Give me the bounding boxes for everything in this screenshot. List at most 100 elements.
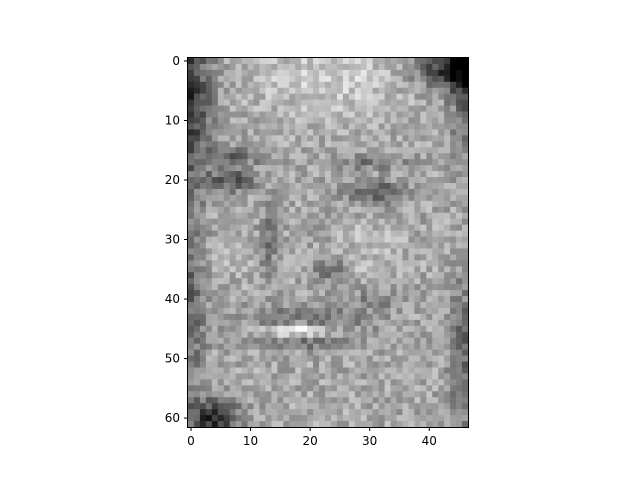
heatmap-cell	[336, 290, 344, 297]
heatmap-cell	[336, 302, 344, 309]
heatmap-cell	[378, 254, 385, 261]
heatmap-cell	[301, 135, 308, 142]
heatmap-cell	[402, 325, 409, 333]
heatmap-cell	[277, 355, 284, 362]
heatmap-cell	[336, 307, 344, 315]
heatmap-cell	[307, 218, 314, 226]
heatmap-cell	[336, 379, 344, 386]
heatmap-cell	[342, 165, 350, 172]
heatmap-cell	[390, 218, 397, 226]
heatmap-cell	[289, 296, 296, 303]
heatmap-cell	[390, 165, 397, 172]
heatmap-cell	[247, 194, 254, 202]
heatmap-cell	[360, 373, 368, 380]
heatmap-cell	[378, 421, 385, 428]
heatmap-cell	[193, 278, 201, 285]
heatmap-cell	[188, 230, 195, 237]
heatmap-cell	[319, 266, 326, 273]
heatmap-cell	[211, 147, 219, 154]
heatmap-cell	[450, 111, 457, 118]
heatmap-cell	[217, 218, 225, 226]
heatmap-cell	[342, 224, 350, 231]
heatmap-cell	[438, 153, 445, 160]
heatmap-cell	[450, 182, 457, 190]
heatmap-cell	[426, 93, 433, 101]
heatmap-cell	[372, 260, 380, 267]
heatmap-cell	[330, 87, 338, 95]
heatmap-cell	[193, 343, 201, 351]
heatmap-cell	[426, 319, 433, 327]
heatmap-cell	[301, 177, 308, 184]
heatmap-cell	[253, 129, 260, 136]
heatmap-cell	[199, 200, 207, 208]
heatmap-cell	[205, 182, 213, 190]
heatmap-cell	[354, 385, 362, 392]
x-tick-label: 30	[362, 434, 377, 448]
heatmap-cell	[378, 379, 385, 386]
heatmap-cell	[271, 105, 278, 112]
heatmap-cell	[450, 135, 457, 142]
heatmap-cell	[348, 260, 356, 267]
heatmap-cell	[444, 242, 451, 249]
heatmap-cell	[283, 212, 290, 220]
heatmap-cell	[336, 105, 344, 112]
heatmap-cell	[199, 224, 207, 231]
heatmap-cell	[241, 325, 248, 333]
heatmap-cell	[378, 391, 385, 398]
heatmap-cell	[354, 75, 362, 83]
heatmap-cell	[420, 111, 427, 118]
heatmap-cell	[307, 355, 314, 362]
heatmap-cell	[313, 87, 320, 95]
heatmap-cell	[211, 182, 219, 190]
heatmap-cell	[390, 302, 397, 309]
heatmap-cell	[188, 123, 195, 130]
heatmap-cell	[396, 331, 403, 339]
heatmap-cell	[259, 230, 266, 237]
heatmap-cell	[366, 331, 374, 339]
heatmap-cell	[366, 117, 374, 124]
heatmap-cell	[336, 325, 344, 333]
heatmap-cell	[420, 343, 427, 351]
heatmap-cell	[235, 343, 243, 351]
heatmap-cell	[456, 212, 463, 220]
heatmap-cell	[241, 200, 248, 208]
heatmap-cell	[319, 141, 326, 148]
heatmap-cell	[259, 307, 266, 315]
heatmap-cell	[307, 272, 314, 279]
heatmap-cell	[456, 248, 463, 255]
heatmap-cell	[313, 385, 320, 392]
heatmap-cell	[199, 69, 207, 77]
heatmap-cell	[432, 99, 439, 107]
heatmap-cell	[199, 171, 207, 178]
heatmap-cell	[217, 313, 225, 321]
heatmap-cell	[217, 99, 225, 107]
heatmap-cell	[283, 165, 290, 172]
heatmap-cell	[432, 337, 439, 345]
heatmap-cell	[462, 254, 469, 261]
heatmap-cell	[336, 343, 344, 351]
heatmap-cell	[384, 165, 391, 172]
heatmap-cell	[313, 230, 320, 237]
heatmap-cell	[205, 135, 213, 142]
heatmap-cell	[420, 212, 427, 220]
heatmap-cell	[354, 177, 362, 184]
heatmap-cell	[193, 111, 201, 118]
heatmap-cell	[366, 123, 374, 130]
heatmap-cell	[396, 307, 403, 315]
heatmap-cell	[456, 260, 463, 267]
heatmap-cell	[432, 188, 439, 196]
heatmap-cell	[241, 69, 248, 77]
heatmap-cell	[402, 230, 409, 237]
heatmap-cell	[456, 69, 463, 77]
heatmap-cell	[223, 182, 231, 190]
heatmap-cell	[414, 63, 421, 71]
heatmap-cell	[205, 117, 213, 124]
heatmap-cell	[289, 81, 296, 89]
heatmap-cell	[450, 242, 457, 249]
heatmap-cell	[342, 307, 350, 315]
heatmap-cell	[313, 177, 320, 184]
heatmap-cell	[319, 135, 326, 142]
heatmap-cell	[229, 272, 237, 279]
heatmap-cell	[283, 355, 290, 362]
heatmap-cell	[199, 296, 207, 303]
